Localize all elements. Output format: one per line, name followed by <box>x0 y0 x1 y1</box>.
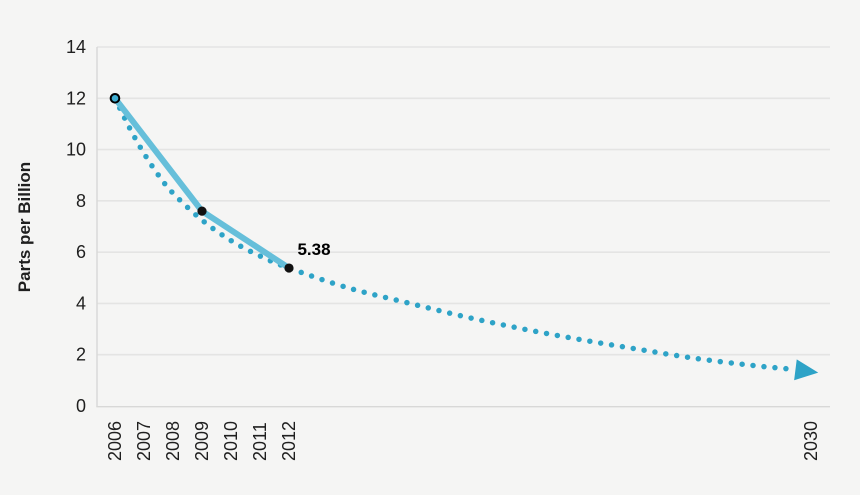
svg-text:2008: 2008 <box>163 421 183 461</box>
projected-trend-series <box>112 95 819 381</box>
svg-text:2011: 2011 <box>250 422 270 461</box>
gridlines <box>97 46 830 356</box>
svg-text:14: 14 <box>66 37 86 57</box>
trend-arrow-icon <box>794 359 819 381</box>
measured-line-series <box>112 95 292 272</box>
svg-text:2009: 2009 <box>192 421 212 461</box>
svg-text:0: 0 <box>76 396 86 416</box>
svg-text:12: 12 <box>66 88 86 108</box>
x-axis-tick-labels: 2006 2007 2008 2009 2010 2011 2012 2030 <box>105 421 821 461</box>
axes <box>96 47 830 408</box>
svg-text:2012: 2012 <box>279 421 299 461</box>
svg-text:6: 6 <box>76 242 86 262</box>
svg-text:8: 8 <box>76 191 86 211</box>
svg-text:2: 2 <box>76 345 86 365</box>
svg-text:10: 10 <box>66 140 86 160</box>
y-axis-tick-labels: 0 2 4 6 8 10 12 14 <box>66 37 86 416</box>
svg-text:2007: 2007 <box>134 421 154 461</box>
svg-text:2030: 2030 <box>801 421 821 461</box>
data-point-markers <box>109 92 294 273</box>
svg-text:2010: 2010 <box>221 421 241 461</box>
svg-text:5.38: 5.38 <box>297 240 330 259</box>
y-axis-title: Parts per Billion <box>15 162 34 292</box>
svg-text:4: 4 <box>76 293 86 313</box>
svg-text:2006: 2006 <box>105 421 125 461</box>
data-label-538: 5.38 <box>297 240 330 259</box>
